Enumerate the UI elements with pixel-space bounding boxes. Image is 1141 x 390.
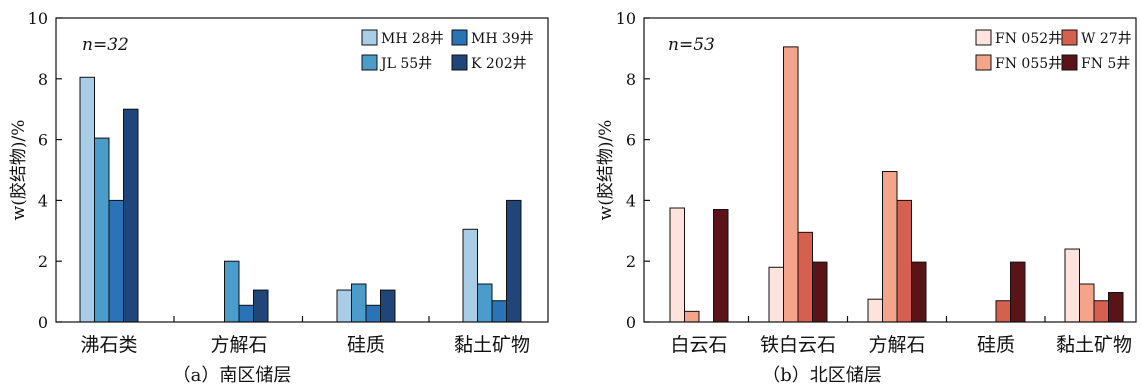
category-label: 硅质 <box>977 334 1015 356</box>
chart-panel-1: 0 2 4 6 8 10 沸石类 方解石 硅质 黏土矿物 w(胶结物)/% n=32 MH 28井 MH … <box>9 9 549 386</box>
bar <box>462 228 478 323</box>
bar <box>995 300 1011 323</box>
bar <box>684 310 700 323</box>
panel-caption: （a）南区储层 <box>173 365 292 386</box>
bar <box>365 304 381 323</box>
bar <box>253 289 269 323</box>
y-tick-label: 2 <box>38 252 48 271</box>
bar <box>768 266 784 323</box>
bar <box>797 231 813 323</box>
category-label: 方解石 <box>868 334 925 356</box>
bar <box>867 298 883 323</box>
category-label: 黏土矿物 <box>1056 334 1132 356</box>
bar <box>123 108 139 323</box>
plot-frame <box>643 17 1137 323</box>
legend-label: W 27井 <box>1081 31 1132 47</box>
category-label: 黏土矿物 <box>454 334 530 356</box>
y-tick-label: 4 <box>626 191 636 210</box>
legend-label: FN 5井 <box>1081 56 1130 72</box>
y-tick-label: 10 <box>616 9 636 28</box>
legend-swatch <box>451 29 468 46</box>
sample-count-label: n=32 <box>82 35 129 55</box>
category-label: 铁白云石 <box>760 334 836 356</box>
bar <box>911 261 927 323</box>
bar <box>669 207 685 323</box>
category-label: 硅质 <box>347 334 385 356</box>
bar <box>812 261 828 323</box>
bar <box>1064 248 1080 323</box>
bar <box>1108 292 1124 323</box>
bar <box>380 289 396 323</box>
y-tick-label: 2 <box>626 252 636 271</box>
bar <box>108 199 124 323</box>
legend-label: MH 39井 <box>471 31 534 47</box>
sample-count-label: n=53 <box>668 35 715 55</box>
bar <box>224 260 240 323</box>
y-tick-label: 6 <box>626 131 636 150</box>
bar <box>896 199 912 323</box>
y-axis-label: w(胶结物)/% <box>596 120 616 221</box>
legend-swatch <box>1061 54 1078 71</box>
legend-swatch <box>975 29 992 46</box>
y-tick-label: 8 <box>38 70 48 89</box>
bar <box>713 209 729 323</box>
y-tick-label: 10 <box>28 9 48 28</box>
y-tick-label: 0 <box>38 313 48 332</box>
bar <box>238 304 254 323</box>
legend-label: MH 28井 <box>381 31 444 47</box>
bar <box>336 289 352 323</box>
panel-caption: （b）北区储层 <box>762 365 882 386</box>
legend-label: FN 052井 <box>995 31 1062 47</box>
bar <box>1093 300 1109 323</box>
legend-label: K 202井 <box>471 56 527 72</box>
bar <box>506 199 522 323</box>
bar <box>94 137 110 323</box>
bar <box>79 76 95 323</box>
y-axis-label: w(胶结物)/% <box>9 120 29 221</box>
category-label: 白云石 <box>670 334 727 356</box>
bar <box>1079 283 1095 323</box>
y-tick-label: 6 <box>38 131 48 150</box>
y-tick-label: 4 <box>38 191 48 210</box>
chart-panel-2: 0 2 4 6 8 10 白云石 铁白云石 方解石 硅质 黏土矿物 w(胶结物)/% n=53 FN 05… <box>596 9 1137 386</box>
bar <box>1010 261 1026 323</box>
legend-label: JL 55井 <box>379 56 432 72</box>
legend-swatch <box>451 54 468 71</box>
legend-swatch <box>975 54 992 71</box>
bar <box>783 46 799 323</box>
category-label: 沸石类 <box>80 334 137 356</box>
bar <box>477 283 493 323</box>
bar <box>491 300 507 323</box>
category-label: 方解石 <box>210 334 267 356</box>
bar <box>351 283 367 323</box>
legend-swatch <box>361 54 378 71</box>
legend-swatch <box>1061 29 1078 46</box>
legend-swatch <box>361 29 378 46</box>
legend-label: FN 055井 <box>995 56 1062 72</box>
bar <box>882 171 898 323</box>
y-tick-label: 0 <box>626 313 636 332</box>
y-tick-label: 8 <box>626 70 636 89</box>
